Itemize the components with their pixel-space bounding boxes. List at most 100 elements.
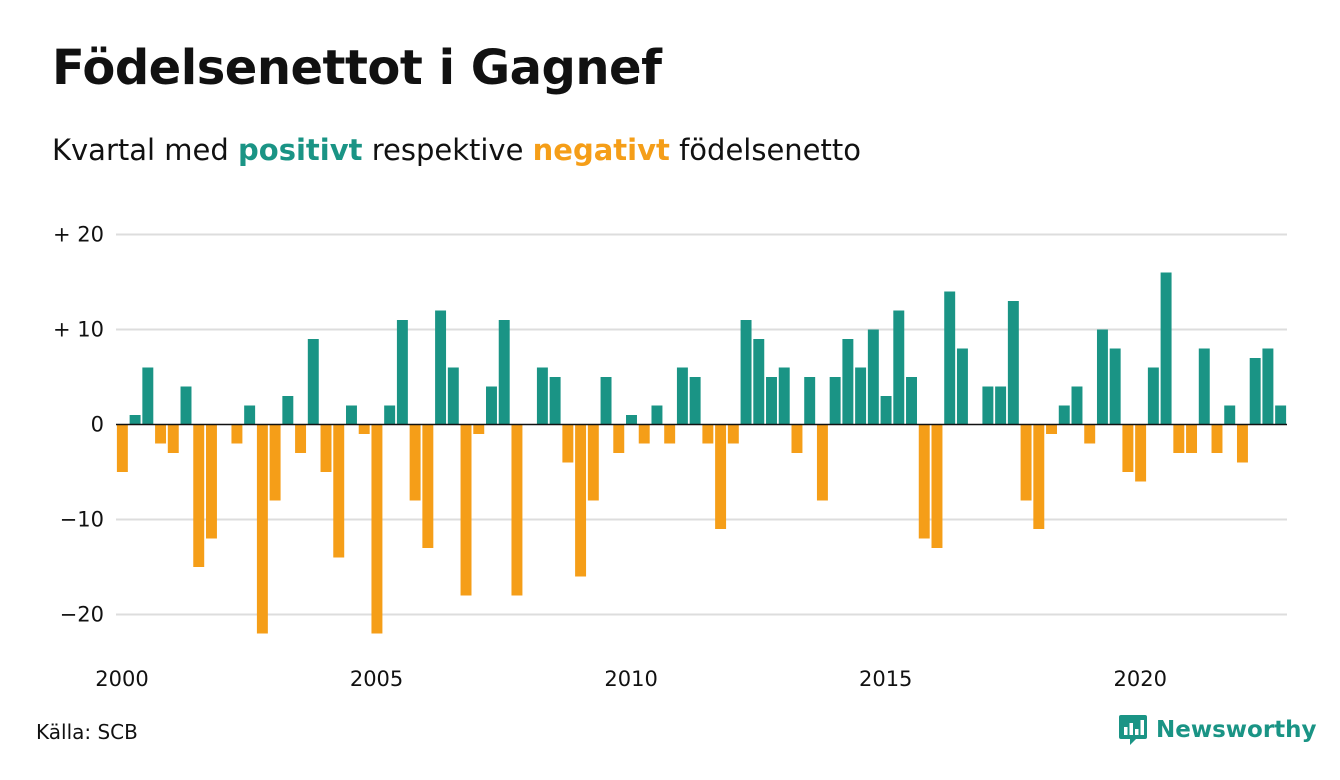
bar-negative	[371, 424, 383, 634]
bar-negative	[1173, 424, 1185, 453]
bar-negative	[460, 424, 472, 596]
bar-negative	[155, 424, 167, 444]
bar-negative	[816, 424, 828, 501]
bar-negative	[269, 424, 281, 501]
bar-negative	[918, 424, 930, 539]
bar-positive	[1275, 405, 1287, 425]
bar-negative	[116, 424, 128, 472]
bar-negative	[409, 424, 421, 501]
x-tick-label: 2020	[1114, 667, 1167, 691]
y-tick-label: 0	[91, 413, 104, 437]
bar-positive	[829, 377, 841, 425]
subtitle-text-1: Kvartal med	[52, 133, 239, 167]
bar-positive	[766, 377, 777, 425]
bar-positive	[1058, 405, 1070, 425]
bar-positive	[956, 348, 968, 425]
x-tick-label: 2000	[95, 667, 148, 691]
bar-negative	[638, 424, 650, 444]
bar-positive	[435, 310, 447, 425]
bar-positive	[346, 405, 357, 425]
bar-positive	[486, 386, 497, 425]
bar-negative	[1135, 424, 1147, 482]
y-tick-label: −20	[60, 603, 104, 627]
bar-positive	[944, 291, 956, 425]
bar-positive	[804, 377, 816, 425]
bar-negative	[422, 424, 434, 548]
bar-positive	[753, 339, 765, 425]
bar-positive	[855, 367, 867, 425]
y-tick-label: + 20	[53, 223, 104, 247]
bar-positive	[1109, 348, 1121, 425]
brand-logo: Newsworthy	[1118, 713, 1317, 747]
bar-positive	[1224, 405, 1236, 425]
bar-positive	[549, 377, 561, 425]
bar-negative	[1186, 424, 1198, 453]
subtitle-text-2: respektive	[362, 133, 533, 167]
y-tick-label: −10	[60, 508, 104, 532]
y-tick-label: + 10	[53, 318, 104, 342]
bar-positive	[180, 386, 192, 425]
bar-positive	[1249, 358, 1261, 425]
bar-positive	[1007, 301, 1019, 425]
bar-negative	[1033, 424, 1045, 529]
bar-negative	[333, 424, 345, 558]
bar-positive	[307, 339, 319, 425]
newsworthy-logo-icon	[1119, 715, 1147, 745]
bar-positive	[651, 405, 663, 425]
bar-positive	[906, 377, 917, 425]
bar-positive	[995, 386, 1007, 425]
bar-negative	[587, 424, 599, 501]
bar-negative	[613, 424, 625, 453]
bar-positive	[626, 415, 637, 425]
bar-positive	[498, 320, 510, 425]
bar-positive	[1160, 272, 1172, 425]
bar-positive	[244, 405, 256, 425]
x-tick-label: 2015	[859, 667, 912, 691]
bar-positive	[129, 415, 141, 425]
x-tick-label: 2010	[604, 667, 657, 691]
bar-negative	[575, 424, 587, 577]
bar-positive	[676, 367, 688, 425]
bar-negative	[1236, 424, 1248, 463]
bar-positive	[740, 320, 752, 425]
bar-positive	[396, 320, 408, 425]
bar-negative	[1020, 424, 1032, 501]
bar-positive	[1071, 386, 1083, 425]
bar-positive	[867, 329, 879, 425]
bar-negative	[1211, 424, 1223, 453]
bar-negative	[320, 424, 332, 472]
subtitle-text-3: födelsenetto	[669, 133, 861, 167]
bar-positive	[142, 367, 154, 425]
bar-negative	[1046, 424, 1057, 434]
bar-positive	[778, 367, 790, 425]
subtitle-negative-word: negativt	[532, 133, 670, 167]
bar-negative	[193, 424, 205, 567]
bar-negative	[702, 424, 714, 444]
bar-negative	[1084, 424, 1096, 444]
bar-positive	[1147, 367, 1159, 425]
bar-negative	[256, 424, 268, 634]
bar-positive	[282, 396, 294, 425]
bar-positive	[842, 339, 854, 425]
bar-positive	[880, 396, 892, 425]
bar-negative	[664, 424, 676, 444]
bar-positive	[1198, 348, 1210, 425]
bar-negative	[231, 424, 243, 444]
bar-negative	[715, 424, 727, 529]
bar-negative	[562, 424, 574, 463]
bar-negative	[1122, 424, 1134, 472]
bar-positive	[600, 377, 612, 425]
bar-negative	[511, 424, 523, 596]
subtitle-positive-word: positivt	[238, 133, 363, 167]
x-tick-label: 2005	[350, 667, 403, 691]
bar-positive	[447, 367, 459, 425]
bar-positive	[689, 377, 701, 425]
bar-positive	[536, 367, 548, 425]
bar-negative	[295, 424, 307, 453]
bar-positive	[893, 310, 905, 425]
bar-positive	[982, 386, 994, 425]
source-note: Källa: SCB	[36, 720, 138, 744]
bar-negative	[791, 424, 803, 453]
bar-positive	[1262, 348, 1274, 425]
